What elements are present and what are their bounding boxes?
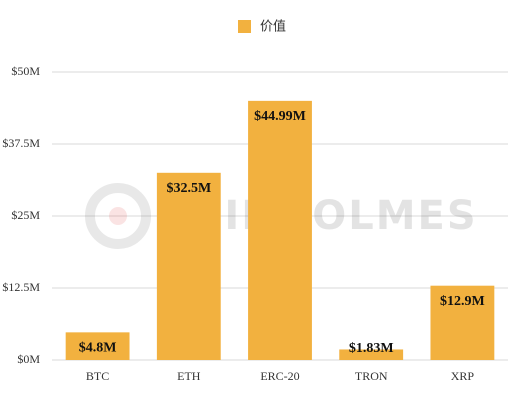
x-tick-label: BTC <box>86 369 109 383</box>
x-tick-label: XRP <box>451 369 475 383</box>
value-label: $4.8M <box>79 341 117 356</box>
x-tick-label: ERC-20 <box>260 369 299 383</box>
x-tick-label: ETH <box>177 369 201 383</box>
y-tick-label: $50M <box>11 64 40 78</box>
value-label: $12.9M <box>440 294 485 309</box>
bar <box>65 332 130 360</box>
watermark-logo <box>85 183 151 249</box>
y-tick-label: $37.5M <box>2 136 40 150</box>
bar <box>248 100 312 360</box>
y-tick-label: $25M <box>11 208 40 222</box>
watermark-logo-dot <box>109 207 127 225</box>
x-tick-label: TRON <box>355 369 388 383</box>
bar <box>430 285 495 360</box>
y-tick-label: $12.5M <box>2 280 40 294</box>
value-label: $32.5M <box>166 181 211 196</box>
value-label: $1.83M <box>349 341 394 356</box>
y-tick-label: $0M <box>17 352 40 366</box>
legend-label: 价值 <box>260 19 286 35</box>
legend-swatch <box>238 20 251 33</box>
bar <box>339 349 404 360</box>
bar <box>156 172 221 360</box>
value-label: $44.99M <box>254 109 306 124</box>
